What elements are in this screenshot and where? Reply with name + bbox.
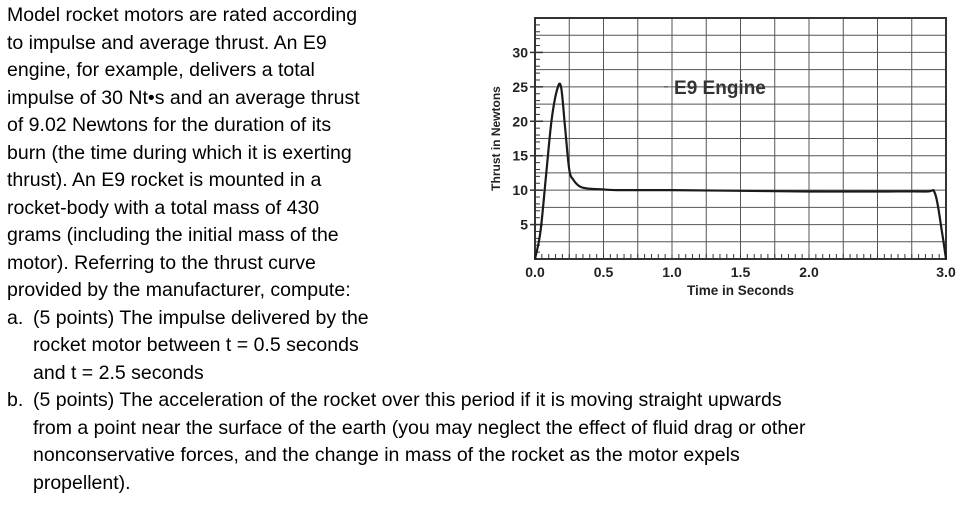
x-tick-label: 0.0: [525, 264, 545, 280]
intro-line: to impulse and average thrust. An E9: [7, 32, 327, 54]
part-a-line: (5 points) The impulse delivered by the: [33, 307, 369, 329]
intro-line: impulse of 30 Nt•s and an average thrust: [7, 87, 360, 109]
part-a-label: a.: [7, 307, 24, 329]
part-b-line: propellent).: [33, 472, 131, 494]
intro-line: thrust). An E9 rocket is mounted in a: [7, 169, 322, 191]
y-tick-label: 15: [512, 148, 528, 164]
y-tick-label: 30: [512, 44, 528, 60]
x-tick-label: 2.0: [799, 264, 819, 280]
x-tick-label: 3.0: [936, 264, 956, 280]
intro-line: provided by the manufacturer, compute:: [7, 279, 351, 301]
thrust-curve-chart: E9 Engine 0.0 0.5 1.0 1.5 2.0 3.0 5 10 15 20 25 30…: [489, 17, 956, 298]
annotation-label: E9 Engine: [674, 78, 766, 99]
x-tick-labels: 0.0 0.5 1.0 1.5 2.0 3.0: [525, 264, 956, 280]
y-tick-label: 5: [520, 217, 528, 233]
intro-line: motor). Referring to the thrust curve: [7, 252, 316, 274]
part-b-label: b.: [7, 389, 24, 411]
part-b-line: nonconservative forces, and the change i…: [33, 444, 740, 466]
intro-line: grams (including the initial mass of the: [7, 224, 339, 246]
x-tick-label: 0.5: [594, 264, 614, 280]
y-tick-label: 25: [512, 79, 528, 95]
part-b-line: from a point near the surface of the ear…: [33, 417, 806, 439]
chart-annotations: E9 Engine: [663, 78, 766, 99]
part-a-line: rocket motor between t = 0.5 seconds: [33, 334, 359, 356]
x-tick-label: 1.5: [731, 264, 751, 280]
part-a-line: and t = 2.5 seconds: [33, 362, 204, 384]
y-tick-label: 10: [512, 182, 528, 198]
x-axis-label: Time in Seconds: [687, 283, 794, 298]
y-axis-label: Thrust in Newtons: [489, 86, 503, 191]
intro-line: rocket-body with a total mass of 430: [7, 197, 320, 219]
intro-line: engine, for example, delivers a total: [7, 59, 315, 81]
y-tick-labels: 5 10 15 20 25 30: [512, 44, 528, 232]
part-b-line: (5 points) The acceleration of the rocke…: [33, 389, 782, 411]
intro-line: Model rocket motors are rated according: [7, 4, 358, 26]
intro-line: burn (the time during which it is exerti…: [7, 142, 352, 164]
y-tick-label: 20: [512, 113, 528, 129]
series-line-e9-engine: [533, 82, 948, 260]
chart-grid: [534, 17, 947, 260]
intro-line: of 9.02 Newtons for the duration of its: [7, 114, 332, 136]
chart-frame: [534, 17, 947, 260]
x-tick-label: 1.0: [662, 264, 682, 280]
